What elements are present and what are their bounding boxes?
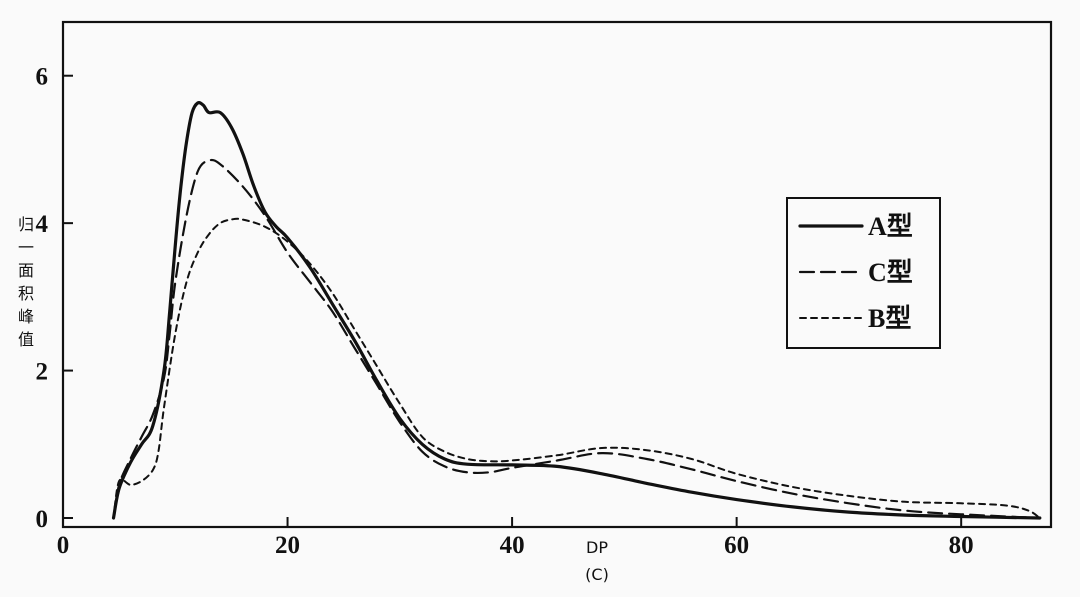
axis-layer: 0 20 40 60 80 0 2 4 6: [36, 64, 974, 559]
x-tick-label-20: 20: [275, 532, 300, 559]
y-axis-label-char: 归: [18, 215, 34, 234]
series-line-3: [112, 217, 1041, 519]
legend-label-2: C型: [868, 258, 913, 287]
series-line-1: [111, 101, 1042, 520]
figure-caption: (C): [585, 565, 609, 584]
x-axis-label: DP: [586, 538, 608, 557]
x-tick-label-80: 80: [949, 532, 974, 559]
x-tick-label-60: 60: [724, 532, 749, 559]
y-axis-label-char: 值: [18, 330, 34, 349]
y-axis-label-char: 面: [18, 261, 34, 280]
y-tick-label-6: 6: [36, 64, 49, 91]
series-layer: [111, 101, 1042, 520]
y-axis-label-char: 峰: [18, 307, 34, 326]
y-tick-label-4: 4: [36, 211, 49, 238]
plot-frame: [61, 20, 1053, 529]
legend: A型 C型 B型: [786, 197, 941, 349]
legend-label-3: B型: [868, 304, 911, 333]
y-tick-label-0: 0: [36, 506, 49, 533]
x-tick-label-0: 0: [57, 532, 70, 559]
legend-box: [786, 197, 941, 349]
y-tick-label-2: 2: [36, 359, 49, 386]
legend-items: A型 C型 B型: [798, 212, 913, 333]
x-tick-label-40: 40: [500, 532, 525, 559]
y-axis-label-char: 一: [18, 238, 34, 257]
series-line-2: [112, 158, 1041, 520]
legend-label-1: A型: [868, 212, 913, 241]
y-axis-label-char: 积: [18, 284, 34, 303]
